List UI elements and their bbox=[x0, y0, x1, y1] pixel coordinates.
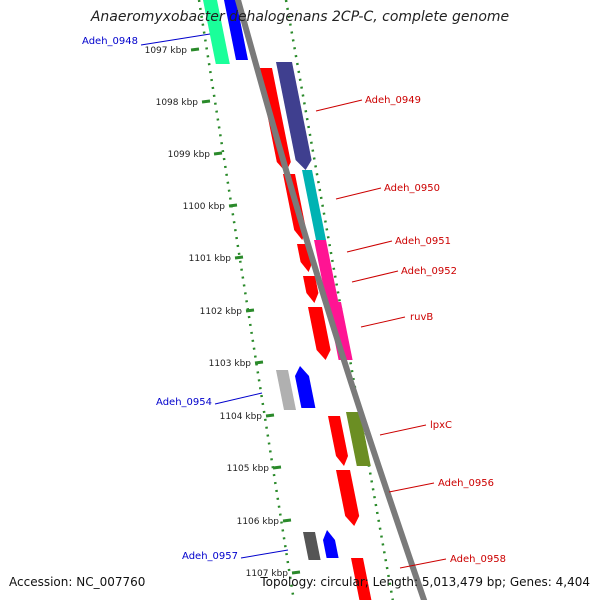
gene-label: Adeh_0957 bbox=[182, 551, 238, 562]
scale-label: 1106 kbp bbox=[237, 517, 280, 527]
gene-leader-line bbox=[214, 392, 263, 405]
scale-tick bbox=[265, 413, 275, 418]
gene-features bbox=[203, 0, 372, 600]
outer-tick-ring bbox=[284, 0, 395, 600]
gene-leader-line bbox=[335, 187, 382, 200]
feature-block bbox=[276, 370, 296, 410]
gene-leader-line bbox=[240, 549, 289, 559]
feature-block bbox=[295, 366, 316, 408]
feature-block bbox=[303, 532, 321, 560]
scale-tick bbox=[213, 151, 223, 156]
feature-block bbox=[314, 240, 339, 305]
gene-label: Adeh_0954 bbox=[156, 397, 212, 408]
gene-leader-line bbox=[388, 482, 435, 493]
scale-tick bbox=[291, 570, 301, 575]
feature-block bbox=[351, 558, 372, 600]
gene-label: Adeh_0958 bbox=[450, 554, 506, 565]
scale-label: 1107 kbp bbox=[246, 569, 289, 579]
scale-tick bbox=[190, 47, 200, 52]
gene-leader-line bbox=[346, 240, 393, 253]
gene-leader-line bbox=[379, 424, 427, 436]
gene-label: Adeh_0948 bbox=[82, 36, 138, 47]
feature-block bbox=[323, 530, 339, 558]
feature-block bbox=[328, 416, 348, 466]
topology-summary: Topology: circular; Length: 5,013,479 bp… bbox=[260, 575, 590, 589]
labels: 1097 kbp 1098 kbp 1099 kbp 1100 kbp 1101 kbp… bbox=[82, 33, 506, 579]
gene-label: lpxC bbox=[430, 420, 452, 431]
scale-label: 1097 kbp bbox=[145, 46, 188, 56]
scale-label: 1100 kbp bbox=[183, 202, 226, 212]
gene-label: Adeh_0951 bbox=[395, 236, 451, 247]
scale-tick bbox=[272, 465, 282, 470]
scale-tick bbox=[282, 518, 292, 523]
feature-block bbox=[203, 0, 230, 64]
feature-block bbox=[336, 470, 360, 526]
scale-label: 1104 kbp bbox=[220, 412, 263, 422]
scale-label: 1101 kbp bbox=[189, 254, 232, 264]
scale-tick bbox=[228, 203, 238, 208]
inner-tick-ring bbox=[197, 0, 296, 600]
gene-leader-line bbox=[315, 99, 363, 112]
accession-text: Accession: NC_007760 bbox=[9, 575, 146, 589]
scale-tick bbox=[245, 308, 255, 313]
backbone bbox=[234, 0, 428, 600]
gene-label: Adeh_0950 bbox=[384, 183, 440, 194]
scale-label: 1098 kbp bbox=[156, 98, 199, 108]
scale-tick bbox=[201, 99, 211, 104]
gene-leader-line bbox=[399, 558, 447, 569]
scale-tick bbox=[254, 360, 264, 365]
backbone-line bbox=[234, 0, 428, 600]
gene-leader-line bbox=[360, 316, 406, 328]
feature-block bbox=[346, 412, 371, 466]
feature-block bbox=[224, 0, 248, 60]
feature-block bbox=[276, 62, 312, 170]
gene-label: ruvB bbox=[410, 312, 433, 323]
scale-label: 1102 kbp bbox=[200, 307, 243, 317]
feature-block bbox=[327, 302, 353, 360]
feature-block bbox=[308, 307, 331, 360]
scale-label: 1099 kbp bbox=[168, 150, 211, 160]
scale-label: 1105 kbp bbox=[227, 464, 270, 474]
tick-marks bbox=[190, 0, 395, 600]
feature-block bbox=[303, 276, 319, 303]
gene-leader-line bbox=[140, 33, 211, 46]
feature-block bbox=[302, 170, 326, 240]
gene-leader-line bbox=[351, 270, 399, 283]
gene-label: Adeh_0956 bbox=[438, 478, 494, 489]
gene-label: Adeh_0952 bbox=[401, 266, 457, 277]
map-title: Anaeromyxobacter dehalogenans 2CP-C, com… bbox=[90, 9, 510, 25]
gene-label: Adeh_0949 bbox=[365, 95, 421, 106]
scale-tick bbox=[234, 255, 244, 260]
scale-label: 1103 kbp bbox=[209, 359, 252, 369]
